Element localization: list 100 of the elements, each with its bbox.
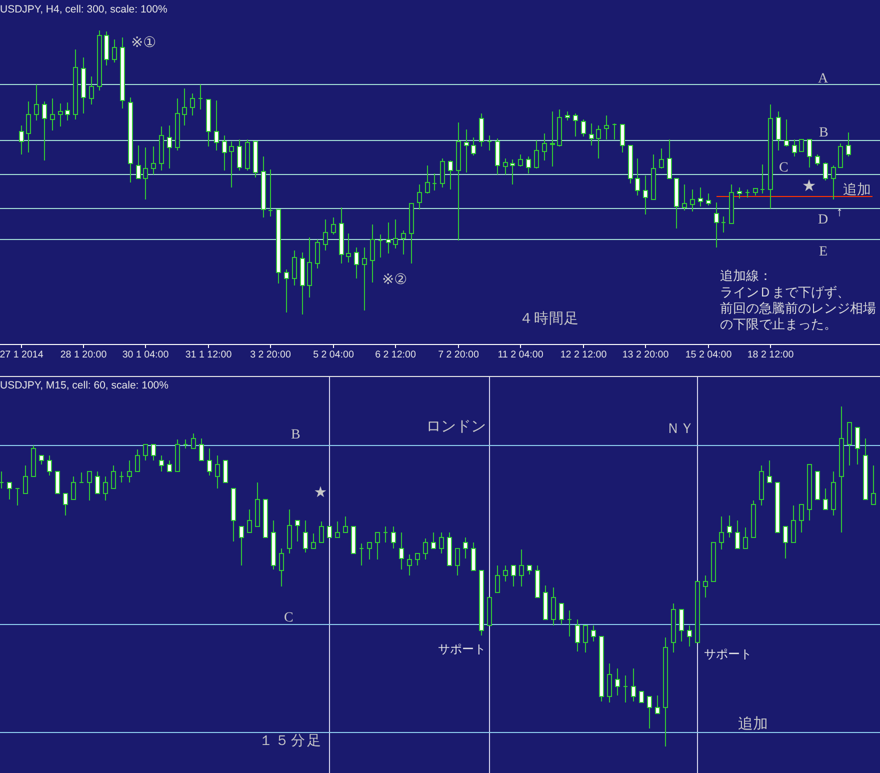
candlestick: [455, 548, 460, 576]
candlestick: [463, 537, 468, 559]
candlestick: [323, 219, 328, 251]
candlestick: [431, 532, 436, 549]
candlestick: [695, 581, 700, 643]
candlestick: [292, 250, 297, 286]
candlestick: [135, 449, 140, 472]
candlestick: [631, 668, 636, 702]
candlestick: [112, 39, 117, 63]
candlestick: [393, 219, 398, 249]
candlestick: [351, 526, 356, 554]
candlestick: [727, 515, 732, 538]
annotation: 追加: [843, 181, 871, 197]
ref-line-label: A: [818, 72, 829, 86]
candlestick: [703, 575, 708, 598]
candlestick: [87, 471, 92, 501]
candlestick: [823, 488, 828, 510]
candlestick: [127, 460, 132, 483]
ref-line-label: B: [291, 428, 300, 442]
chart-title: USDJPY, M15, cell: 60, scale: 100%: [0, 380, 168, 392]
candlestick: [471, 137, 476, 156]
candlestick: [104, 31, 109, 66]
candlestick: [331, 217, 336, 235]
candlestick: [207, 448, 212, 476]
candlestick: [714, 202, 719, 248]
x-tick-label: 11 2 04:00: [498, 350, 544, 360]
candlestick: [679, 609, 684, 642]
candlestick: [237, 139, 242, 171]
candlestick: [375, 532, 380, 560]
candlestick: [439, 532, 444, 554]
candlestick: [143, 444, 148, 461]
candlestick: [599, 636, 604, 702]
candlestick: [120, 37, 125, 109]
candlestick: [784, 119, 789, 147]
candlestick: [284, 269, 289, 313]
candlestick: [47, 455, 52, 476]
candlestick: [261, 156, 266, 218]
candlestick: [447, 532, 452, 566]
candlestick: [245, 139, 250, 171]
candlestick: [190, 93, 195, 116]
candlestick: [690, 189, 695, 212]
candlestick: [354, 247, 359, 279]
candlestick: [518, 154, 523, 167]
candlestick: [581, 119, 586, 137]
candlestick: [39, 455, 44, 465]
candlestick: [199, 438, 204, 461]
candlestick: [863, 438, 868, 500]
candlestick: [667, 139, 672, 179]
candlestick: [58, 103, 63, 127]
x-tick-label: 30 1 04:00: [122, 350, 170, 360]
candlestick: [628, 145, 633, 184]
candlestick: [775, 482, 780, 533]
ref-line-label: 追加: [738, 716, 768, 732]
candlestick: [271, 520, 276, 570]
candlestick: [136, 145, 141, 179]
candlestick: [346, 233, 351, 263]
candlestick: [425, 165, 430, 194]
text: の下限で止まった。: [720, 316, 837, 332]
candlestick: [799, 504, 804, 533]
candlestick: [128, 97, 133, 183]
candlestick: [651, 154, 656, 200]
ref-line-label: C: [779, 160, 788, 176]
candlestick: [511, 565, 516, 587]
candlestick: [247, 509, 252, 533]
candlestick: [783, 526, 788, 559]
candlestick: [183, 439, 188, 449]
candlestick: [583, 625, 588, 653]
candlestick: [589, 123, 594, 146]
candlestick: [65, 102, 70, 121]
candlestick: [159, 126, 164, 171]
candlestick: [573, 113, 578, 137]
candlestick: [276, 209, 281, 284]
annotation: サポート: [704, 647, 752, 661]
x-tick-label: 12 2 12:00: [560, 350, 608, 360]
candlestick: [239, 526, 244, 566]
candlestick: [831, 471, 836, 516]
candlestick: [175, 98, 180, 151]
candlestick: [671, 603, 676, 653]
ref-line-label: C: [284, 610, 294, 626]
candlestick: [815, 471, 820, 500]
candlestick: [760, 164, 765, 194]
candlestick: [647, 696, 652, 729]
candlestick: [34, 84, 39, 121]
candlestick: [745, 189, 750, 198]
candlestick: [315, 239, 320, 269]
candlestick: [307, 237, 312, 298]
candlestick: [229, 141, 234, 188]
candlestick: [551, 587, 556, 626]
ref-line-label: E: [819, 244, 828, 260]
candlestick: [855, 427, 860, 465]
candlestick: [735, 520, 740, 549]
candlestick: [682, 184, 687, 211]
candlestick: [557, 109, 562, 147]
candlestick: [838, 143, 843, 168]
candlestick: [151, 444, 156, 461]
candlestick: [378, 234, 383, 258]
candlestick: [167, 460, 172, 472]
candlestick: [71, 476, 76, 500]
annotation: ＮＹ: [666, 422, 694, 437]
annotation: ★: [314, 484, 328, 501]
